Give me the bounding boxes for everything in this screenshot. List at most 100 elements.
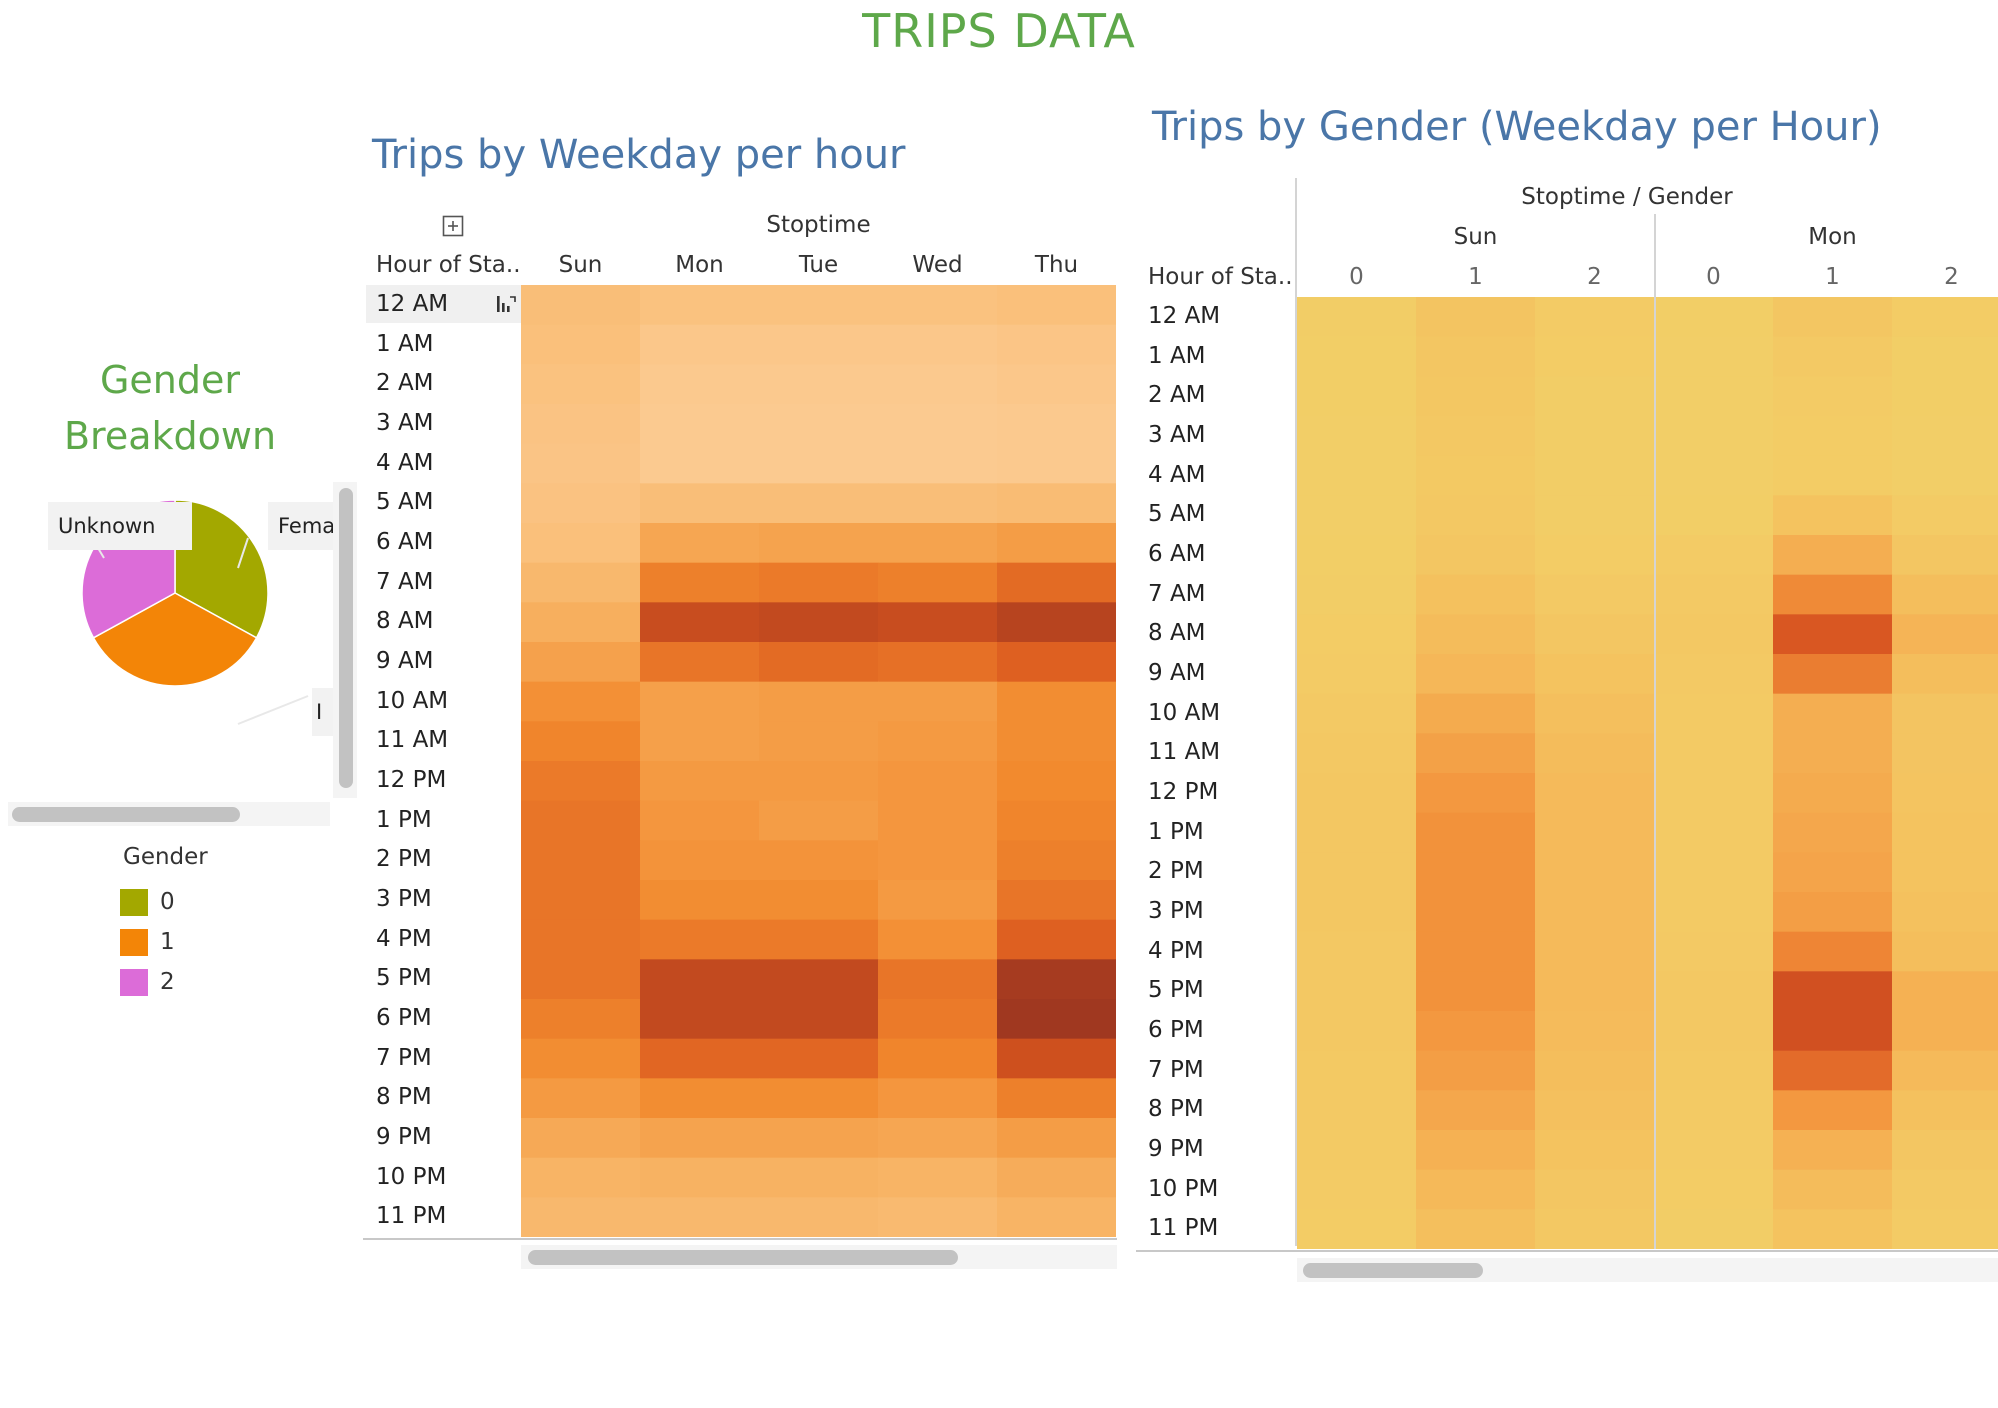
heat-cell-mon-9pm[interactable]: [640, 1118, 760, 1159]
heat-cell-sun-0-11am[interactable]: [1297, 733, 1417, 774]
heat-cell-sun-2-7pm[interactable]: [1535, 1050, 1655, 1091]
heat-cell-sun-1-1pm[interactable]: [1416, 812, 1536, 853]
heat-cell-mon-9am[interactable]: [640, 642, 760, 683]
heat-cell-sun-11pm[interactable]: [521, 1197, 641, 1237]
heat-cell-sun-0-10pm[interactable]: [1297, 1169, 1417, 1210]
heat-cell-mon-1-10am[interactable]: [1773, 693, 1893, 734]
heat-cell-mon-2-7am[interactable]: [1892, 574, 1998, 615]
heat-cell-mon-2-1am[interactable]: [1892, 336, 1998, 377]
heat-cell-mon-8am[interactable]: [640, 602, 760, 643]
heat-cell-mon-8pm[interactable]: [640, 1078, 760, 1119]
heat-cell-mon-1-6am[interactable]: [1773, 535, 1893, 576]
heat-cell-sun-0-1pm[interactable]: [1297, 812, 1417, 853]
heat-cell-sun-0-7pm[interactable]: [1297, 1050, 1417, 1091]
heat-cell-tue-10pm[interactable]: [759, 1157, 879, 1198]
heat-cell-wed-8am[interactable]: [878, 602, 998, 643]
heat-cell-mon-2-1pm[interactable]: [1892, 812, 1998, 853]
heat-cell-mon-1-7am[interactable]: [1773, 574, 1893, 615]
heat-cell-sun-2-2am[interactable]: [1535, 376, 1655, 417]
legend-item-0[interactable]: 0: [120, 882, 320, 922]
selected-row-highlight[interactable]: [366, 285, 521, 323]
heat-cell-sun-0-12pm[interactable]: [1297, 773, 1417, 814]
heat-cell-sun-0-6am[interactable]: [1297, 535, 1417, 576]
heat-cell-mon-0-4pm[interactable]: [1654, 931, 1774, 972]
heat-cell-thu-1am[interactable]: [997, 324, 1116, 365]
heat-cell-sun-11am[interactable]: [521, 721, 641, 762]
heat-cell-tue-6pm[interactable]: [759, 999, 879, 1040]
heat-cell-thu-11pm[interactable]: [997, 1197, 1116, 1237]
heat-cell-sun-0-4pm[interactable]: [1297, 931, 1417, 972]
heat-cell-mon-11am[interactable]: [640, 721, 760, 762]
heat-cell-mon-1-3pm[interactable]: [1773, 892, 1893, 933]
heat-cell-sun-0-1am[interactable]: [1297, 336, 1417, 377]
heat-cell-sun-2-6pm[interactable]: [1535, 1011, 1655, 1052]
pie-horizontal-scrollbar[interactable]: [8, 802, 330, 826]
heat-cell-sun-2-12am[interactable]: [1535, 297, 1655, 338]
heat-cell-sun-12am[interactable]: [521, 285, 641, 326]
heat-cell-thu-7pm[interactable]: [997, 1038, 1116, 1079]
heat-cell-mon-2-2pm[interactable]: [1892, 852, 1998, 893]
heat-cell-wed-2am[interactable]: [878, 364, 998, 405]
heat-cell-mon-1-6pm[interactable]: [1773, 1011, 1893, 1052]
heat-cell-sun-0-7am[interactable]: [1297, 574, 1417, 615]
heat-cell-wed-1pm[interactable]: [878, 800, 998, 841]
heat-cell-sun-2am[interactable]: [521, 364, 641, 405]
heat-cell-wed-12am[interactable]: [878, 285, 998, 326]
heat-cell-tue-7pm[interactable]: [759, 1038, 879, 1079]
heat-cell-thu-10pm[interactable]: [997, 1157, 1116, 1198]
heat-cell-mon-0-5am[interactable]: [1654, 495, 1774, 536]
heat-cell-sun-2-4pm[interactable]: [1535, 931, 1655, 972]
heat-cell-sun-3am[interactable]: [521, 404, 641, 445]
heat-cell-sun-1-6am[interactable]: [1416, 535, 1536, 576]
heat-cell-tue-4pm[interactable]: [759, 919, 879, 960]
heat-cell-wed-12pm[interactable]: [878, 761, 998, 802]
heat-cell-mon-6pm[interactable]: [640, 999, 760, 1040]
heat-cell-sun-1-2am[interactable]: [1416, 376, 1536, 417]
heat-cell-wed-1am[interactable]: [878, 324, 998, 365]
pie-vertical-scroll-thumb[interactable]: [339, 488, 353, 788]
heat-cell-tue-12pm[interactable]: [759, 761, 879, 802]
heat-cell-sun-2-10am[interactable]: [1535, 693, 1655, 734]
heat-cell-mon-0-6am[interactable]: [1654, 535, 1774, 576]
heat-cell-sun-1-4am[interactable]: [1416, 455, 1536, 496]
heat-cell-mon-4pm[interactable]: [640, 919, 760, 960]
heat-cell-mon-2-2am[interactable]: [1892, 376, 1998, 417]
heat-cell-mon-2-5pm[interactable]: [1892, 971, 1998, 1012]
heat-cell-sun-0-6pm[interactable]: [1297, 1011, 1417, 1052]
heat-cell-thu-3pm[interactable]: [997, 880, 1116, 921]
heat-cell-mon-2am[interactable]: [640, 364, 760, 405]
heat-cell-mon-1-5pm[interactable]: [1773, 971, 1893, 1012]
heat-cell-mon-1-12am[interactable]: [1773, 297, 1893, 338]
heat-cell-sun-2-9am[interactable]: [1535, 654, 1655, 695]
heat-cell-mon-1-11pm[interactable]: [1773, 1209, 1893, 1249]
expand-icon[interactable]: [442, 215, 464, 237]
heat-cell-mon-5am[interactable]: [640, 483, 760, 524]
heat-cell-mon-7pm[interactable]: [640, 1038, 760, 1079]
heat-cell-sun-1-12pm[interactable]: [1416, 773, 1536, 814]
heat-cell-tue-3am[interactable]: [759, 404, 879, 445]
heat-cell-sun-1-3am[interactable]: [1416, 416, 1536, 457]
heat-cell-sun-0-4am[interactable]: [1297, 455, 1417, 496]
heat-cell-wed-6pm[interactable]: [878, 999, 998, 1040]
heat-cell-mon-4am[interactable]: [640, 443, 760, 484]
heat-cell-thu-12pm[interactable]: [997, 761, 1116, 802]
heat-cell-mon-2-10am[interactable]: [1892, 693, 1998, 734]
heat-cell-mon-2-9am[interactable]: [1892, 654, 1998, 695]
heat-cell-mon-2-11am[interactable]: [1892, 733, 1998, 774]
heat-cell-mon-0-9am[interactable]: [1654, 654, 1774, 695]
heat-cell-wed-9pm[interactable]: [878, 1118, 998, 1159]
heat-cell-mon-2-3pm[interactable]: [1892, 892, 1998, 933]
heat-cell-sun-2-11am[interactable]: [1535, 733, 1655, 774]
heat-cell-mon-0-10am[interactable]: [1654, 693, 1774, 734]
heat-cell-mon-0-1pm[interactable]: [1654, 812, 1774, 853]
heat-cell-mon-0-9pm[interactable]: [1654, 1130, 1774, 1171]
heat-cell-sun-2-8pm[interactable]: [1535, 1090, 1655, 1131]
weekday-horizontal-scrollbar[interactable]: [521, 1245, 1117, 1269]
heat-cell-mon-2-12pm[interactable]: [1892, 773, 1998, 814]
heat-cell-mon-2-9pm[interactable]: [1892, 1130, 1998, 1171]
heat-cell-mon-0-8am[interactable]: [1654, 614, 1774, 655]
heat-cell-wed-10pm[interactable]: [878, 1157, 998, 1198]
heat-cell-wed-5pm[interactable]: [878, 959, 998, 1000]
pie-slice-0[interactable]: [174, 499, 269, 639]
heat-cell-tue-4am[interactable]: [759, 443, 879, 484]
